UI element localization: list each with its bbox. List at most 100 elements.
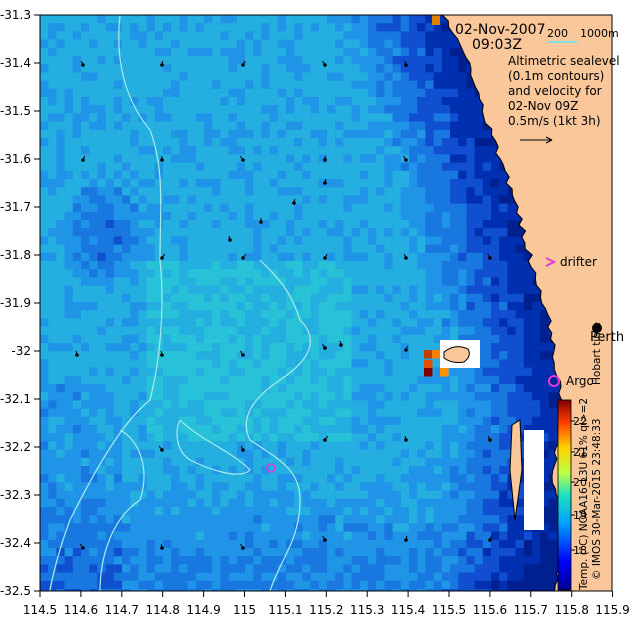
sst-cell xyxy=(425,523,435,533)
sst-cell xyxy=(228,187,238,196)
sst-cell xyxy=(450,408,459,418)
sst-cell xyxy=(113,285,123,295)
sst-cell xyxy=(491,384,500,393)
sst-cell xyxy=(40,457,49,467)
sst-cell xyxy=(56,293,66,303)
sst-cell xyxy=(72,195,82,205)
sst-cell xyxy=(212,293,221,303)
sst-cell xyxy=(245,318,254,328)
sst-cell xyxy=(179,498,189,508)
sst-cell xyxy=(72,408,82,418)
sst-cell xyxy=(89,39,98,49)
sst-cell xyxy=(187,334,197,344)
sst-cell xyxy=(187,31,197,41)
sst-cell xyxy=(335,564,344,574)
sst-cell xyxy=(228,211,238,221)
sst-cell xyxy=(245,105,254,114)
sst-cell xyxy=(220,179,230,188)
sst-cell xyxy=(40,138,49,147)
sst-cell xyxy=(515,326,525,336)
sst-cell xyxy=(409,425,418,434)
sst-cell xyxy=(154,334,164,344)
sst-cell xyxy=(425,539,435,549)
sst-cell xyxy=(327,244,336,254)
sst-cell xyxy=(171,154,180,164)
sst-cell xyxy=(294,564,303,574)
sst-cell xyxy=(204,367,213,377)
sst-cell xyxy=(171,105,180,114)
sst-cell xyxy=(458,64,467,73)
sst-cell xyxy=(409,39,418,49)
sst-cell xyxy=(548,400,558,410)
sst-cell xyxy=(48,425,57,434)
sst-cell xyxy=(540,400,549,410)
sst-cell xyxy=(212,392,221,401)
sst-cell xyxy=(81,15,90,24)
sst-cell xyxy=(450,277,459,287)
sst-cell xyxy=(245,252,254,262)
sst-cell xyxy=(212,589,221,591)
sst-cell xyxy=(261,449,271,459)
sst-cell xyxy=(507,531,517,541)
sst-cell xyxy=(187,220,197,229)
sst-cell xyxy=(122,252,131,262)
lat-tick-label: -31.4 xyxy=(0,56,31,70)
sst-cell xyxy=(384,138,394,147)
sst-cell xyxy=(318,425,328,434)
sst-cell xyxy=(81,252,90,262)
sst-cell xyxy=(228,441,238,451)
sst-cell xyxy=(507,589,517,591)
sst-cell xyxy=(81,179,90,188)
sst-cell xyxy=(56,515,66,524)
sst-cell xyxy=(376,121,385,131)
sst-cell xyxy=(261,433,271,442)
sst-cell xyxy=(474,441,484,451)
sst-cell xyxy=(40,15,49,24)
sst-cell xyxy=(277,589,287,591)
sst-cell xyxy=(105,302,115,311)
sst-cell xyxy=(179,482,189,492)
sst-cell xyxy=(89,523,98,533)
sst-cell xyxy=(195,375,205,385)
sst-cell xyxy=(163,236,172,246)
sst-cell xyxy=(72,129,82,139)
sst-cell xyxy=(392,261,402,270)
sst-cell xyxy=(425,392,435,401)
sst-cell xyxy=(269,23,279,32)
sst-cell xyxy=(318,244,328,254)
argo-marker xyxy=(548,375,560,387)
sst-cell xyxy=(146,72,156,82)
sst-cell xyxy=(318,220,328,229)
sst-cell xyxy=(204,269,213,278)
sst-cell xyxy=(163,548,172,557)
sst-cell xyxy=(277,474,287,483)
sst-cell xyxy=(48,293,57,303)
colorbar-tick-label: 20 xyxy=(573,476,587,489)
sst-cell xyxy=(154,367,164,377)
sst-cell xyxy=(466,498,476,508)
sst-cell xyxy=(64,31,74,41)
sst-cell xyxy=(105,211,115,221)
sst-cell xyxy=(458,400,467,410)
sst-cell xyxy=(269,154,279,164)
sst-cell xyxy=(417,15,426,24)
sst-cell xyxy=(269,97,279,106)
velocity-vector xyxy=(161,253,166,259)
sst-cell xyxy=(163,351,172,360)
sst-cell xyxy=(474,433,484,442)
sst-cell xyxy=(163,400,172,410)
sst-cell xyxy=(72,88,82,98)
sst-cell xyxy=(450,539,459,549)
sst-cell xyxy=(499,269,508,278)
sst-cell xyxy=(105,269,115,278)
sst-cell xyxy=(81,154,90,164)
sst-cell xyxy=(548,564,558,574)
sst-cell xyxy=(253,146,262,155)
sst-cell xyxy=(113,564,123,574)
sst-cell xyxy=(482,179,492,188)
sst-cell xyxy=(130,482,139,492)
sst-cell xyxy=(212,252,221,262)
sst-cell xyxy=(130,457,139,467)
sst-cell xyxy=(310,400,320,410)
sst-cell xyxy=(56,441,66,451)
